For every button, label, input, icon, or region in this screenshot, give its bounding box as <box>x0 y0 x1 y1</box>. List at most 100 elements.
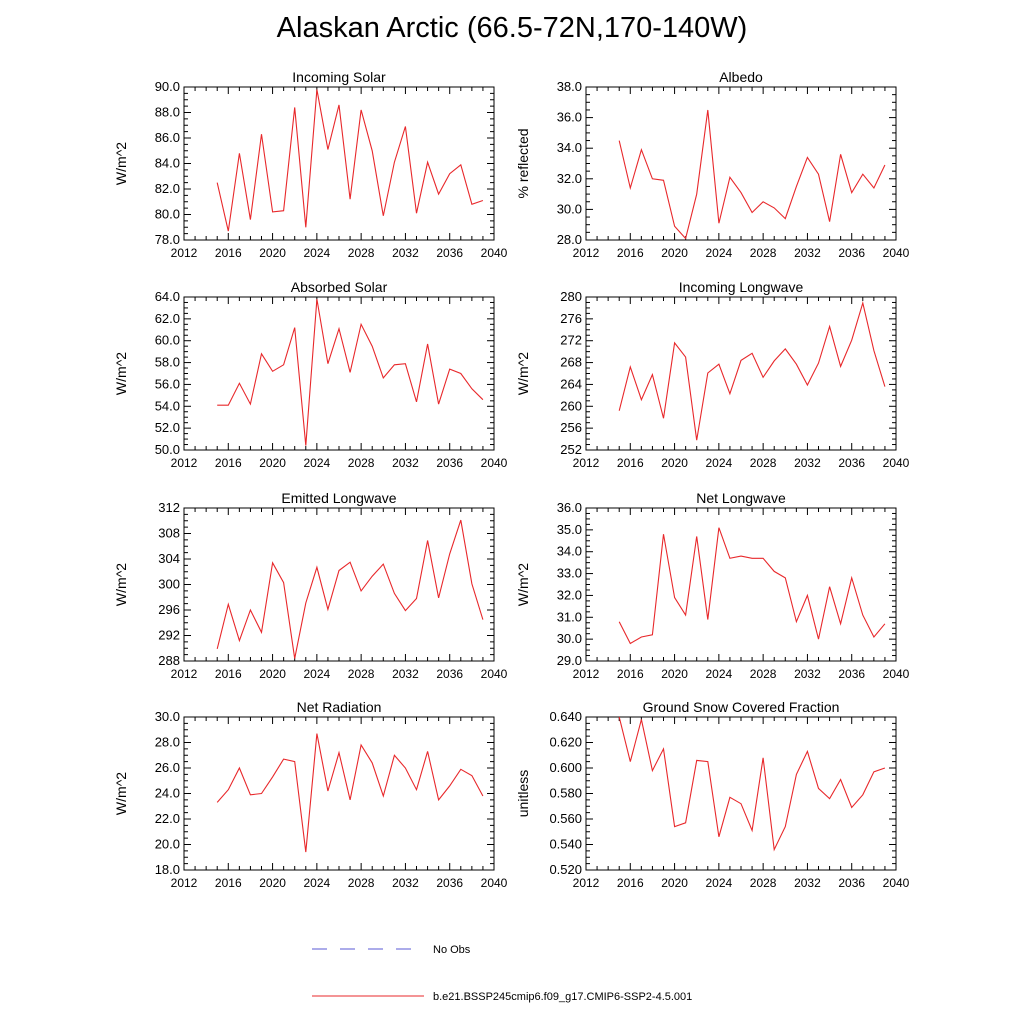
absorbed-solar-xtick-label: 2020 <box>259 456 286 470</box>
incoming-solar-xtick-label: 2032 <box>392 246 419 260</box>
incoming-solar-xtick-label: 2024 <box>304 246 331 260</box>
absorbed-solar-series-line <box>217 299 484 446</box>
albedo-xtick-label: 2012 <box>573 246 600 260</box>
incoming-longwave-ytick-label: 272 <box>560 333 582 348</box>
incoming-longwave-ytick-label: 280 <box>560 289 582 304</box>
emitted-longwave-ytick-label: 300 <box>158 577 180 592</box>
emitted-longwave-xtick-label: 2024 <box>304 667 331 681</box>
albedo-xtick-label: 2032 <box>794 246 821 260</box>
ground-snow-covered-fraction-ytick-label: 0.600 <box>549 760 582 775</box>
ground-snow-covered-fraction-xtick-label: 2036 <box>838 876 865 890</box>
ground-snow-covered-fraction-title: Ground Snow Covered Fraction <box>643 699 840 715</box>
net-radiation-title: Net Radiation <box>297 699 382 715</box>
panel-incoming-solar: Incoming Solar 2012 2016 2020 2024 2028 2032 20… <box>113 69 508 260</box>
ground-snow-covered-fraction-xtick-label: 2028 <box>750 876 777 890</box>
ground-snow-covered-fraction-ytick-label: 0.620 <box>549 735 582 750</box>
panel-emitted-longwave: Emitted Longwave 2012 2016 2020 2024 2028 2032… <box>113 490 508 681</box>
absorbed-solar-ytick-label: 56.0 <box>155 376 180 391</box>
incoming-longwave-title: Incoming Longwave <box>679 279 804 295</box>
net-longwave-ytick-label: 32.0 <box>557 587 582 602</box>
incoming-longwave-xtick-label: 2024 <box>706 456 733 470</box>
net-longwave-ytick-label: 29.0 <box>557 653 582 668</box>
emitted-longwave-xtick-label: 2040 <box>481 667 508 681</box>
net-longwave-ytick-label: 35.0 <box>557 522 582 537</box>
ground-snow-covered-fraction-xtick-label: 2040 <box>883 876 910 890</box>
net-radiation-ytick-label: 24.0 <box>155 786 180 801</box>
albedo-series-line <box>618 109 886 240</box>
absorbed-solar-ytick-label: 60.0 <box>155 333 180 348</box>
net-longwave-frame <box>585 507 897 662</box>
legend-no-obs-label: No Obs <box>433 944 471 956</box>
incoming-solar-ytick-label: 84.0 <box>155 156 180 171</box>
net-longwave-ytick-label: 30.0 <box>557 631 582 646</box>
absorbed-solar-xtick-label: 2024 <box>304 456 331 470</box>
net-longwave-xtick-label: 2028 <box>750 667 777 681</box>
net-longwave-ylabel: W/m^2 <box>515 563 531 606</box>
net-radiation-ytick-label: 18.0 <box>155 862 180 877</box>
ground-snow-covered-fraction-series-line <box>618 716 886 852</box>
emitted-longwave-ytick-label: 308 <box>158 526 180 541</box>
incoming-solar-ytick-label: 90.0 <box>155 79 180 94</box>
absorbed-solar-xtick-label: 2028 <box>348 456 375 470</box>
incoming-solar-xtick-label: 2020 <box>259 246 286 260</box>
incoming-longwave-ytick-label: 260 <box>560 398 582 413</box>
albedo-ytick-label: 38.0 <box>557 79 582 94</box>
albedo-xtick-label: 2028 <box>750 246 777 260</box>
figure-title: Alaskan Arctic (66.5-72N,170-140W) <box>276 12 748 44</box>
incoming-solar-xtick-label: 2036 <box>436 246 463 260</box>
incoming-solar-series-line <box>216 89 484 232</box>
albedo-ytick-label: 36.0 <box>557 110 582 125</box>
net-longwave-title: Net Longwave <box>696 490 786 506</box>
absorbed-solar-xtick-label: 2036 <box>436 456 463 470</box>
absorbed-solar-title: Absorbed Solar <box>291 279 388 295</box>
legend-model-label: b.e21.BSSP245cmip6.f09_g17.CMIP6-SSP2-4.… <box>433 991 692 1003</box>
emitted-longwave-xtick-label: 2032 <box>392 667 419 681</box>
absorbed-solar-ytick-label: 58.0 <box>155 355 180 370</box>
emitted-longwave-ytick-label: 288 <box>158 653 180 668</box>
ground-snow-covered-fraction-ytick-label: 0.640 <box>549 709 582 724</box>
albedo-xtick-label: 2036 <box>838 246 865 260</box>
net-radiation-xtick-label: 2036 <box>436 876 463 890</box>
albedo-ytick-label: 32.0 <box>557 171 582 186</box>
net-radiation-ytick-label: 28.0 <box>155 735 180 750</box>
ground-snow-covered-fraction-xtick-label: 2012 <box>573 876 600 890</box>
ground-snow-covered-fraction-xtick-label: 2016 <box>617 876 644 890</box>
ground-snow-covered-fraction-frame <box>585 716 897 871</box>
emitted-longwave-ytick-label: 304 <box>158 551 180 566</box>
emitted-longwave-xtick-label: 2036 <box>436 667 463 681</box>
net-radiation-xtick-label: 2016 <box>215 876 242 890</box>
incoming-solar-xtick-label: 2012 <box>171 246 198 260</box>
ground-snow-covered-fraction-xtick-label: 2024 <box>706 876 733 890</box>
incoming-longwave-xtick-label: 2040 <box>883 456 910 470</box>
absorbed-solar-xtick-label: 2016 <box>215 456 242 470</box>
incoming-solar-title: Incoming Solar <box>292 69 386 85</box>
panel-net-longwave: Net Longwave 2012 2016 2020 2024 2028 2032 2036… <box>515 490 910 681</box>
net-radiation-xtick-label: 2024 <box>304 876 331 890</box>
absorbed-solar-ytick-label: 52.0 <box>155 420 180 435</box>
incoming-longwave-xtick-label: 2020 <box>661 456 688 470</box>
absorbed-solar-ytick-label: 64.0 <box>155 289 180 304</box>
incoming-longwave-ylabel: W/m^2 <box>515 352 531 395</box>
ground-snow-covered-fraction-ytick-label: 0.580 <box>549 786 582 801</box>
incoming-longwave-ytick-label: 252 <box>560 442 582 457</box>
ground-snow-covered-fraction-ylabel: unitless <box>515 770 531 817</box>
absorbed-solar-xtick-label: 2012 <box>171 456 198 470</box>
ground-snow-covered-fraction-xtick-label: 2032 <box>794 876 821 890</box>
incoming-longwave-ytick-label: 276 <box>560 311 582 326</box>
absorbed-solar-ytick-label: 62.0 <box>155 311 180 326</box>
incoming-solar-ytick-label: 78.0 <box>155 232 180 247</box>
incoming-solar-ytick-label: 86.0 <box>155 130 180 145</box>
net-longwave-ytick-label: 31.0 <box>557 609 582 624</box>
net-longwave-xtick-label: 2016 <box>617 667 644 681</box>
absorbed-solar-xtick-label: 2040 <box>481 456 508 470</box>
incoming-longwave-ytick-label: 268 <box>560 355 582 370</box>
incoming-longwave-xtick-label: 2028 <box>750 456 777 470</box>
net-longwave-xtick-label: 2012 <box>573 667 600 681</box>
incoming-solar-ylabel: W/m^2 <box>113 142 129 185</box>
net-radiation-ylabel: W/m^2 <box>113 772 129 815</box>
emitted-longwave-xtick-label: 2016 <box>215 667 242 681</box>
emitted-longwave-title: Emitted Longwave <box>281 490 396 506</box>
net-radiation-xtick-label: 2020 <box>259 876 286 890</box>
emitted-longwave-xtick-label: 2028 <box>348 667 375 681</box>
